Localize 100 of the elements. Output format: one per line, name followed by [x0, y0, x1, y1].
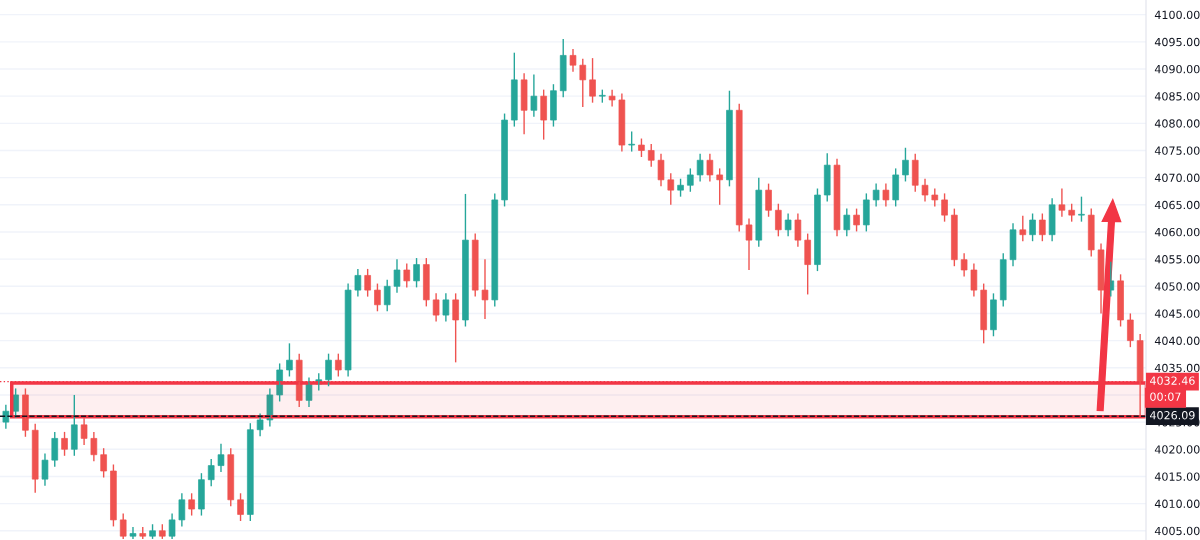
ref-line-label: 4032.46 [1149, 376, 1195, 385]
candlestick [863, 192, 870, 233]
candlestick [481, 258, 489, 320]
candlestick [990, 292, 997, 337]
candlestick [1029, 212, 1036, 242]
candlestick [892, 167, 899, 208]
candlestick [452, 292, 459, 364]
candlestick [471, 232, 479, 298]
ref-line-label: 4026.09 [1149, 411, 1195, 420]
candlestick [1117, 273, 1124, 328]
candlestick [1087, 207, 1095, 258]
candlestick [423, 257, 430, 308]
y-tick-label: 4020.00 [1154, 445, 1200, 454]
candlestick [393, 258, 401, 294]
candlestick [589, 57, 596, 104]
candlestick [579, 57, 587, 108]
candlestick [1009, 222, 1017, 267]
text: 00:07 [1150, 392, 1181, 401]
y-tick-label: 4065.00 [1154, 200, 1200, 210]
candlestick [1039, 212, 1046, 242]
y-tick-label: 4015.00 [1154, 472, 1200, 481]
candlestick [735, 103, 743, 233]
candlestick [559, 38, 567, 98]
candlestick [628, 130, 635, 153]
candlestick [687, 167, 694, 193]
candlestick [305, 376, 313, 408]
candlestick [921, 178, 929, 203]
y-tick-label: 4050.00 [1154, 282, 1200, 291]
candlestick [413, 257, 420, 289]
candlestick [511, 52, 518, 128]
candlestick [247, 422, 254, 522]
candlestick [647, 143, 655, 168]
candlestick [667, 172, 675, 206]
candlestick [51, 431, 59, 468]
candlestick [31, 423, 39, 494]
y-tick-label: 4005.00 [1154, 526, 1200, 536]
candlestick [22, 387, 29, 438]
candlestick [941, 192, 948, 223]
candlestick [61, 431, 68, 457]
candlestick [110, 463, 117, 528]
candlestick [207, 458, 215, 487]
candlestick [286, 342, 293, 378]
candlestick [198, 472, 205, 517]
candlestick [1127, 312, 1134, 348]
candlestick [1019, 214, 1027, 242]
candlestick [403, 262, 411, 289]
candlestick [911, 153, 919, 193]
y-tick-label: 4095.00 [1154, 37, 1200, 47]
candlestick [1078, 195, 1085, 223]
candlestick [188, 492, 195, 517]
candlestick [295, 352, 303, 408]
y-tick-label: 4075.00 [1154, 146, 1200, 155]
candlestick [775, 203, 782, 238]
candlestick [119, 512, 127, 540]
candlestick [814, 187, 821, 272]
y-tick-label: 4100.00 [1154, 10, 1200, 20]
y-tick-label: 4010.00 [1154, 499, 1200, 508]
candlestick [638, 137, 645, 158]
y-tick-label: 4045.00 [1154, 309, 1200, 318]
candlestick [364, 268, 371, 298]
candlestick [41, 452, 49, 487]
y-tick-label: 4035.00 [1154, 363, 1200, 373]
candlestick [755, 176, 763, 248]
candlestick [657, 153, 665, 188]
y-tick-label: 4060.00 [1154, 227, 1200, 237]
candlestick [843, 207, 851, 238]
candlestick [550, 83, 557, 128]
y-tick-label: 4055.00 [1154, 255, 1200, 264]
candlestick [237, 492, 244, 522]
candlestick [335, 352, 342, 378]
candlestick [217, 443, 225, 473]
candlestick [12, 387, 19, 419]
y-tick-label: 4080.00 [1154, 119, 1200, 128]
candlestick [999, 252, 1007, 308]
candlestick [276, 362, 283, 403]
candlestick [491, 192, 499, 308]
candlestick [462, 193, 469, 328]
candlestick [726, 90, 733, 188]
candlestick [823, 152, 831, 203]
candlestick [951, 207, 958, 267]
candlestick [227, 447, 235, 508]
candlestick [383, 279, 391, 312]
candlestick [501, 112, 508, 208]
candlestick [540, 88, 547, 141]
candlestick [569, 48, 577, 73]
candlestick [804, 232, 811, 296]
candlestick [71, 394, 78, 457]
candlestick [100, 447, 107, 479]
candlestick [902, 147, 909, 183]
y-tick-label: 4070.00 [1154, 173, 1200, 183]
candlestick [716, 167, 723, 206]
candlestick [853, 207, 860, 233]
y-tick-label: 4040.00 [1154, 336, 1200, 345]
y-tick-label: 4085.00 [1154, 92, 1200, 101]
candlestick [129, 526, 137, 540]
candlestick [833, 157, 841, 238]
candlestick [765, 182, 772, 218]
candlestick [980, 282, 987, 345]
candlestick [745, 217, 753, 271]
candlestick [325, 352, 332, 387]
